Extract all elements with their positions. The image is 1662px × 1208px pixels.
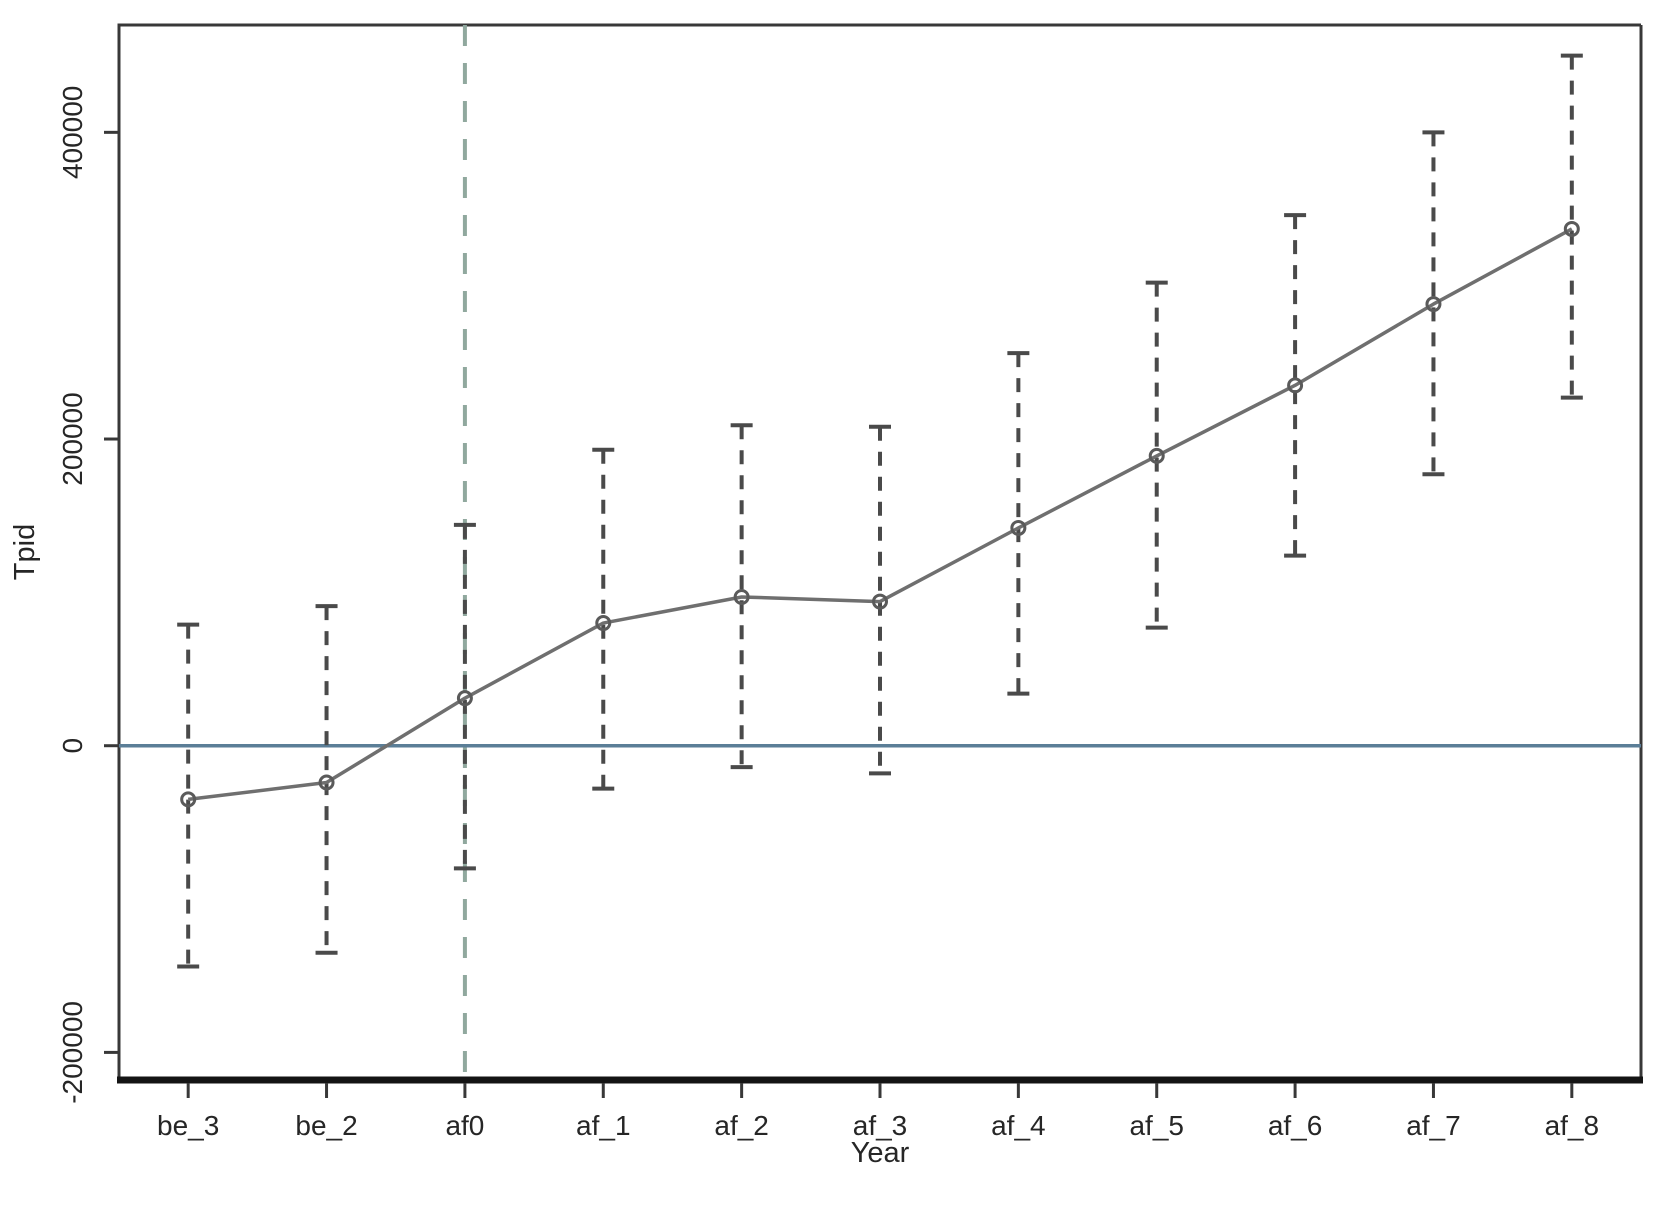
data-point-marker [180, 791, 197, 808]
y-tick-label: -200000 [57, 1001, 88, 1104]
error-bar [869, 424, 891, 776]
data-point-marker [1563, 220, 1580, 237]
x-axis: be_3 be_2 af0 af_1 af_2 af_3 af_4 af_5 af_6 af_7 a… [157, 1083, 1599, 1141]
data-point-marker [1148, 447, 1165, 464]
data-point-marker [872, 593, 888, 610]
error-bar [1284, 213, 1307, 558]
x-tick-label: af0 [445, 1110, 484, 1141]
error-bar [1007, 351, 1030, 696]
x-tick-label: af_8 [1545, 1110, 1600, 1141]
x-tick-label: be_3 [157, 1110, 219, 1141]
data-point-marker [318, 774, 335, 791]
error-bar [315, 604, 338, 955]
error-bar [177, 622, 200, 969]
x-tick-label: af_2 [714, 1110, 769, 1141]
error-bar [1422, 130, 1445, 477]
y-tick-label: 200000 [57, 392, 88, 485]
x-tick-label: af_4 [991, 1110, 1046, 1141]
error-bars [177, 53, 1583, 969]
error-bar [1560, 53, 1583, 400]
x-tick-label: af_1 [576, 1110, 631, 1141]
data-point-marker [456, 690, 473, 707]
series-line-group [187, 227, 1573, 802]
x-tick-label: af_7 [1406, 1110, 1461, 1141]
y-tick-label: 400000 [57, 86, 88, 179]
x-tick-label: be_2 [295, 1110, 357, 1141]
error-bar [1145, 280, 1168, 630]
x-tick-label: af_5 [1129, 1110, 1184, 1141]
y-axis-title: Tpid [9, 524, 41, 580]
data-point-marker [733, 588, 750, 605]
data-point-marker [1287, 377, 1304, 394]
data-point-marker [595, 615, 612, 632]
error-bar [453, 522, 476, 871]
x-axis-title: Year [851, 1137, 910, 1169]
plot-frame [117, 23, 1643, 1084]
data-point-markers [180, 220, 1580, 808]
error-bar [730, 423, 753, 770]
reference-lines [119, 25, 1641, 1080]
x-tick-label: af_3 [853, 1110, 908, 1141]
data-point-marker [1425, 296, 1442, 313]
data-point-marker [1010, 519, 1027, 536]
series-line [187, 227, 1573, 802]
y-axis: -200000 0 200000 400000 [57, 86, 119, 1104]
x-tick-label: af_6 [1268, 1110, 1323, 1141]
error-bar [592, 447, 615, 791]
y-tick-label: 0 [57, 738, 88, 754]
